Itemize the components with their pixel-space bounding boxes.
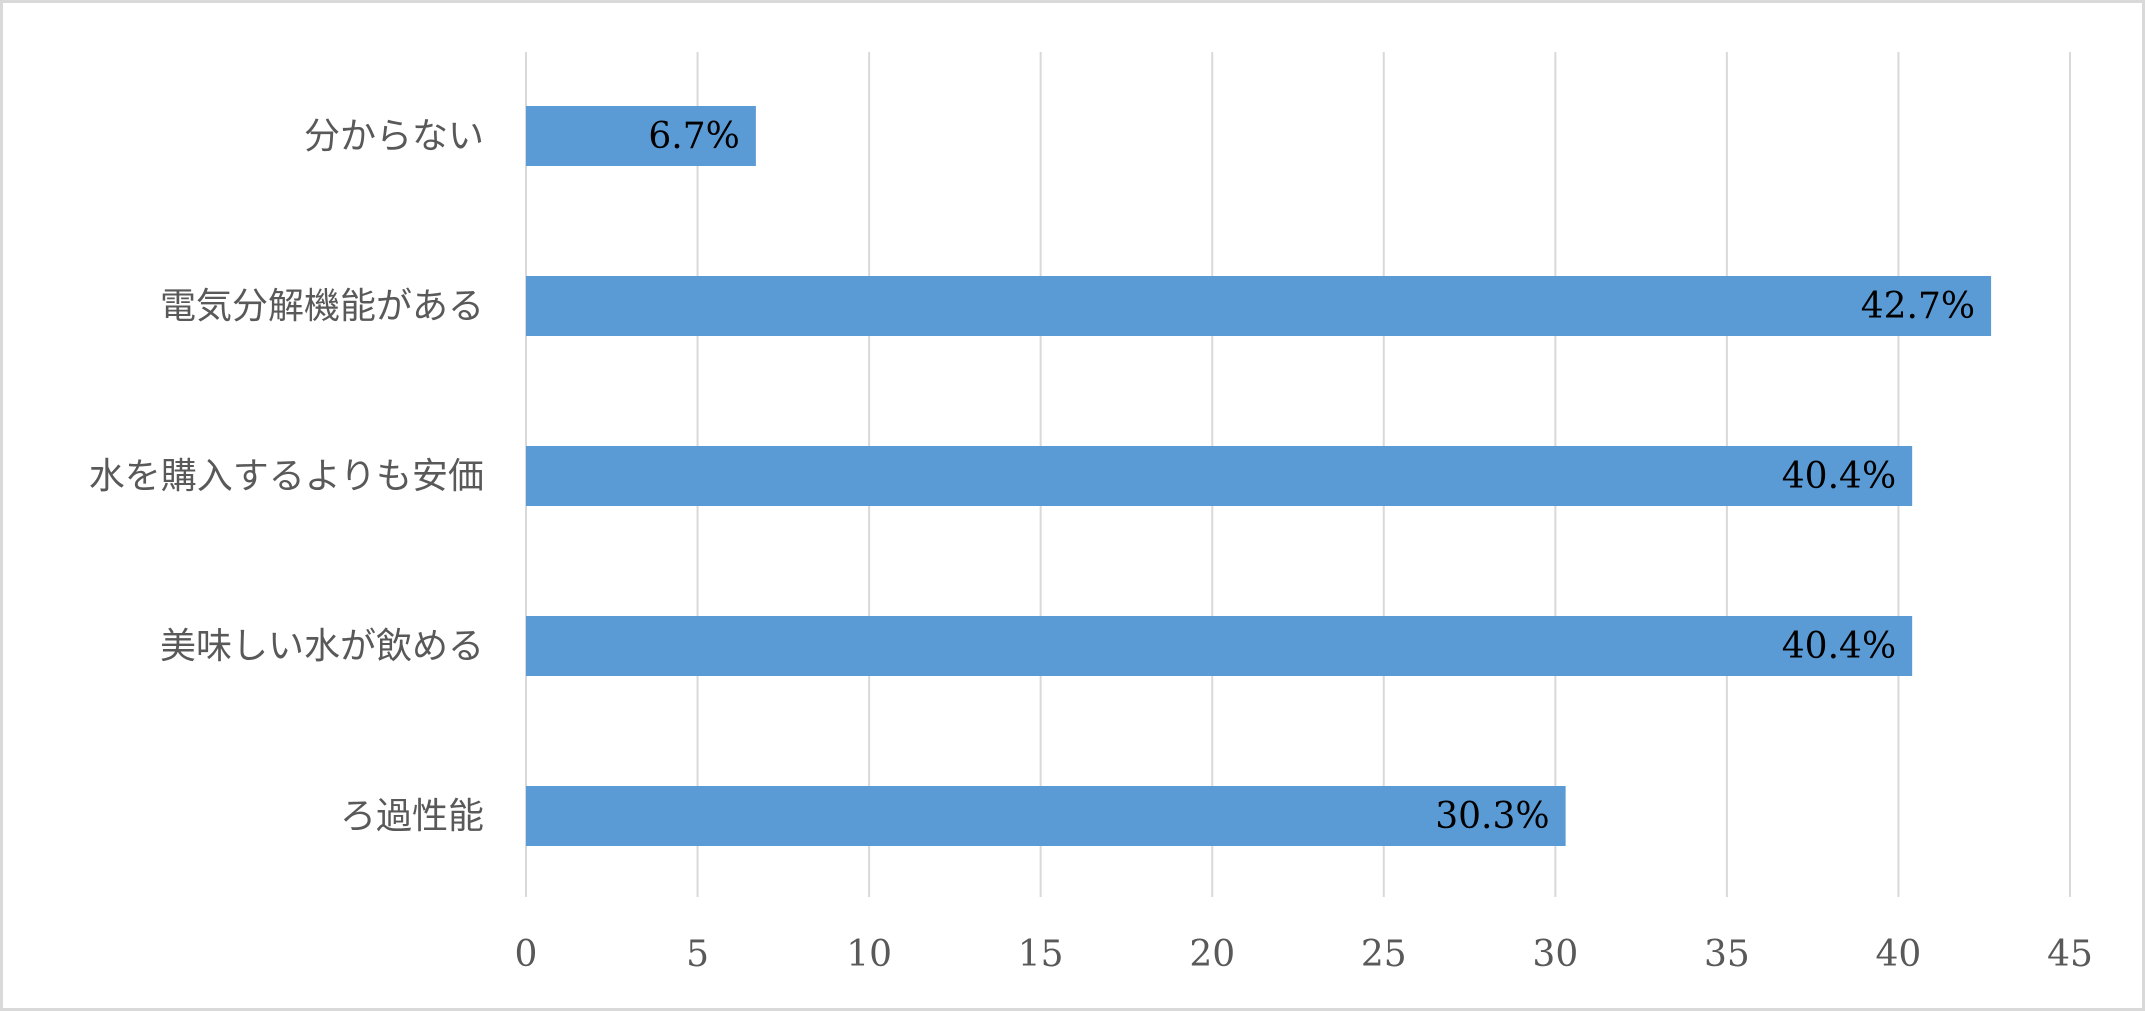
x-tick-label: 15	[1018, 934, 1064, 975]
category-label: 電気分解機能がある	[160, 286, 484, 327]
x-tick-label: 20	[1189, 934, 1235, 975]
x-tick-label: 45	[2047, 934, 2093, 975]
bars	[526, 106, 1992, 846]
x-tick-label: 5	[686, 934, 709, 975]
category-label: 分からない	[304, 116, 484, 157]
category-label: ろ過性能	[340, 796, 484, 837]
data-labels: 6.7% 42.7% 40.4% 40.4% 30.3%	[648, 116, 1975, 837]
category-label: 美味しい水が飲める	[160, 626, 484, 667]
bar	[526, 446, 1913, 506]
data-label: 40.4%	[1782, 626, 1896, 667]
data-label: 42.7%	[1861, 286, 1975, 327]
x-tick-label: 25	[1361, 934, 1407, 975]
bar	[526, 276, 1992, 336]
x-tick-label: 35	[1704, 934, 1750, 975]
x-tick-label: 40	[1876, 934, 1922, 975]
category-label: 水を購入するよりも安価	[89, 456, 484, 497]
data-label: 6.7%	[648, 116, 739, 157]
x-tick-labels: 0 5 10 15 20 25 30 35 40 45	[515, 934, 2093, 975]
data-label: 40.4%	[1782, 456, 1896, 497]
bar	[526, 786, 1566, 846]
x-tick-label: 10	[846, 934, 892, 975]
data-label: 30.3%	[1435, 796, 1549, 837]
x-tick-label: 30	[1532, 934, 1578, 975]
bar	[526, 616, 1913, 676]
x-tick-label: 0	[515, 934, 538, 975]
bar	[526, 106, 756, 166]
